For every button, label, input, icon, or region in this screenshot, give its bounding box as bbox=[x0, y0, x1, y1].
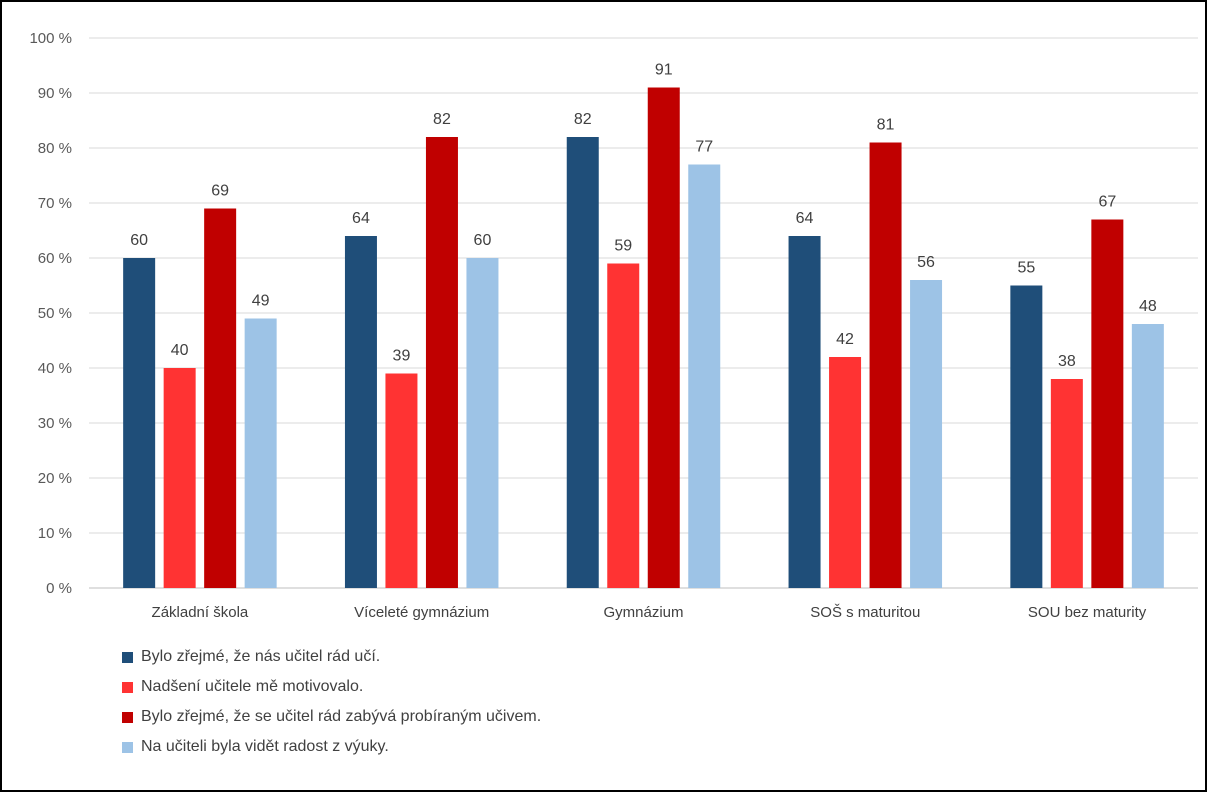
legend-label: Nadšení učitele mě motivovalo. bbox=[141, 678, 364, 695]
bar bbox=[123, 258, 156, 588]
x-axis-category-labels: Základní škola Víceleté gymnázium Gymnáziu… bbox=[152, 604, 1147, 621]
y-tick-label: 80 % bbox=[38, 140, 72, 157]
data-label: 48 bbox=[1139, 298, 1157, 315]
legend: Bylo zřejmé, že nás učitel rád učí. Nadše… bbox=[122, 642, 541, 762]
legend-swatch bbox=[122, 681, 133, 693]
data-label: 60 bbox=[474, 232, 492, 249]
data-label: 82 bbox=[574, 111, 592, 128]
bars bbox=[123, 87, 1164, 588]
bar bbox=[1091, 219, 1124, 588]
bar bbox=[688, 164, 721, 588]
legend-item: Nadšení učitele mě motivovalo. bbox=[122, 672, 541, 702]
bar bbox=[566, 137, 599, 588]
category-label: Základní škola bbox=[152, 604, 249, 621]
bar bbox=[910, 280, 943, 588]
y-tick-label: 30 % bbox=[38, 415, 72, 432]
data-label: 67 bbox=[1098, 194, 1116, 211]
data-label: 38 bbox=[1058, 353, 1076, 370]
legend-item: Na učiteli byla vidět radost z výuky. bbox=[122, 732, 541, 762]
bar bbox=[1050, 379, 1083, 588]
data-label: 64 bbox=[796, 210, 814, 227]
y-tick-label: 100 % bbox=[29, 30, 72, 47]
data-label: 69 bbox=[211, 183, 229, 200]
y-axis-tick-labels: 0 % 10 % 20 % 30 % 40 % 50 % 60 % 70 % 80 % 90 % 1… bbox=[29, 30, 72, 597]
data-label: 77 bbox=[695, 139, 713, 156]
bar bbox=[466, 258, 499, 588]
legend-swatch bbox=[122, 711, 133, 723]
bar bbox=[344, 236, 377, 588]
bar bbox=[163, 368, 196, 588]
data-label: 56 bbox=[917, 254, 935, 271]
bar bbox=[425, 137, 458, 588]
data-label: 59 bbox=[614, 238, 632, 255]
legend-label: Na učiteli byla vidět radost z výuky. bbox=[141, 738, 389, 755]
legend-swatch bbox=[122, 651, 133, 663]
data-label: 91 bbox=[655, 62, 673, 79]
bar bbox=[385, 373, 418, 588]
bar bbox=[829, 357, 862, 588]
category-label: Gymnázium bbox=[603, 604, 683, 621]
data-label: 82 bbox=[433, 111, 451, 128]
legend-swatch bbox=[122, 741, 133, 753]
data-label: 40 bbox=[171, 342, 189, 359]
y-tick-label: 40 % bbox=[38, 360, 72, 377]
bar bbox=[1010, 285, 1043, 588]
bar bbox=[647, 87, 680, 588]
y-tick-label: 10 % bbox=[38, 525, 72, 542]
legend-label: Bylo zřejmé, že se učitel rád zabývá pro… bbox=[141, 708, 542, 725]
y-tick-label: 60 % bbox=[38, 250, 72, 267]
y-tick-label: 50 % bbox=[38, 305, 72, 322]
bar bbox=[244, 318, 277, 588]
y-tick-label: 70 % bbox=[38, 195, 72, 212]
category-label: SOU bez maturity bbox=[1028, 604, 1147, 621]
legend-item: Bylo zřejmé, že nás učitel rád učí. bbox=[122, 642, 541, 672]
y-tick-label: 90 % bbox=[38, 85, 72, 102]
bar bbox=[788, 236, 821, 588]
y-tick-label: 0 % bbox=[46, 580, 72, 597]
data-label: 39 bbox=[393, 348, 411, 365]
legend-item: Bylo zřejmé, že se učitel rád zabývá pro… bbox=[122, 702, 541, 732]
data-label: 42 bbox=[836, 331, 854, 348]
bar bbox=[869, 142, 902, 588]
data-label: 60 bbox=[130, 232, 148, 249]
bar-chart: 0 % 10 % 20 % 30 % 40 % 50 % 60 % 70 % 80 % 90 % 1… bbox=[29, 30, 1198, 621]
category-label: Víceleté gymnázium bbox=[354, 604, 489, 621]
data-label: 64 bbox=[352, 210, 370, 227]
data-labels: 60 40 69 49 64 39 82 60 82 59 91 77 64 42 81 56 55 38 67 48 bbox=[130, 62, 1157, 371]
bar bbox=[204, 208, 237, 588]
y-tick-label: 20 % bbox=[38, 470, 72, 487]
bar bbox=[607, 263, 640, 588]
data-label: 55 bbox=[1017, 260, 1035, 277]
category-label: SOŠ s maturitou bbox=[810, 604, 920, 621]
legend-label: Bylo zřejmé, že nás učitel rád učí. bbox=[141, 648, 381, 665]
bar bbox=[1131, 324, 1164, 588]
data-label: 81 bbox=[877, 117, 895, 134]
data-label: 49 bbox=[252, 293, 270, 310]
